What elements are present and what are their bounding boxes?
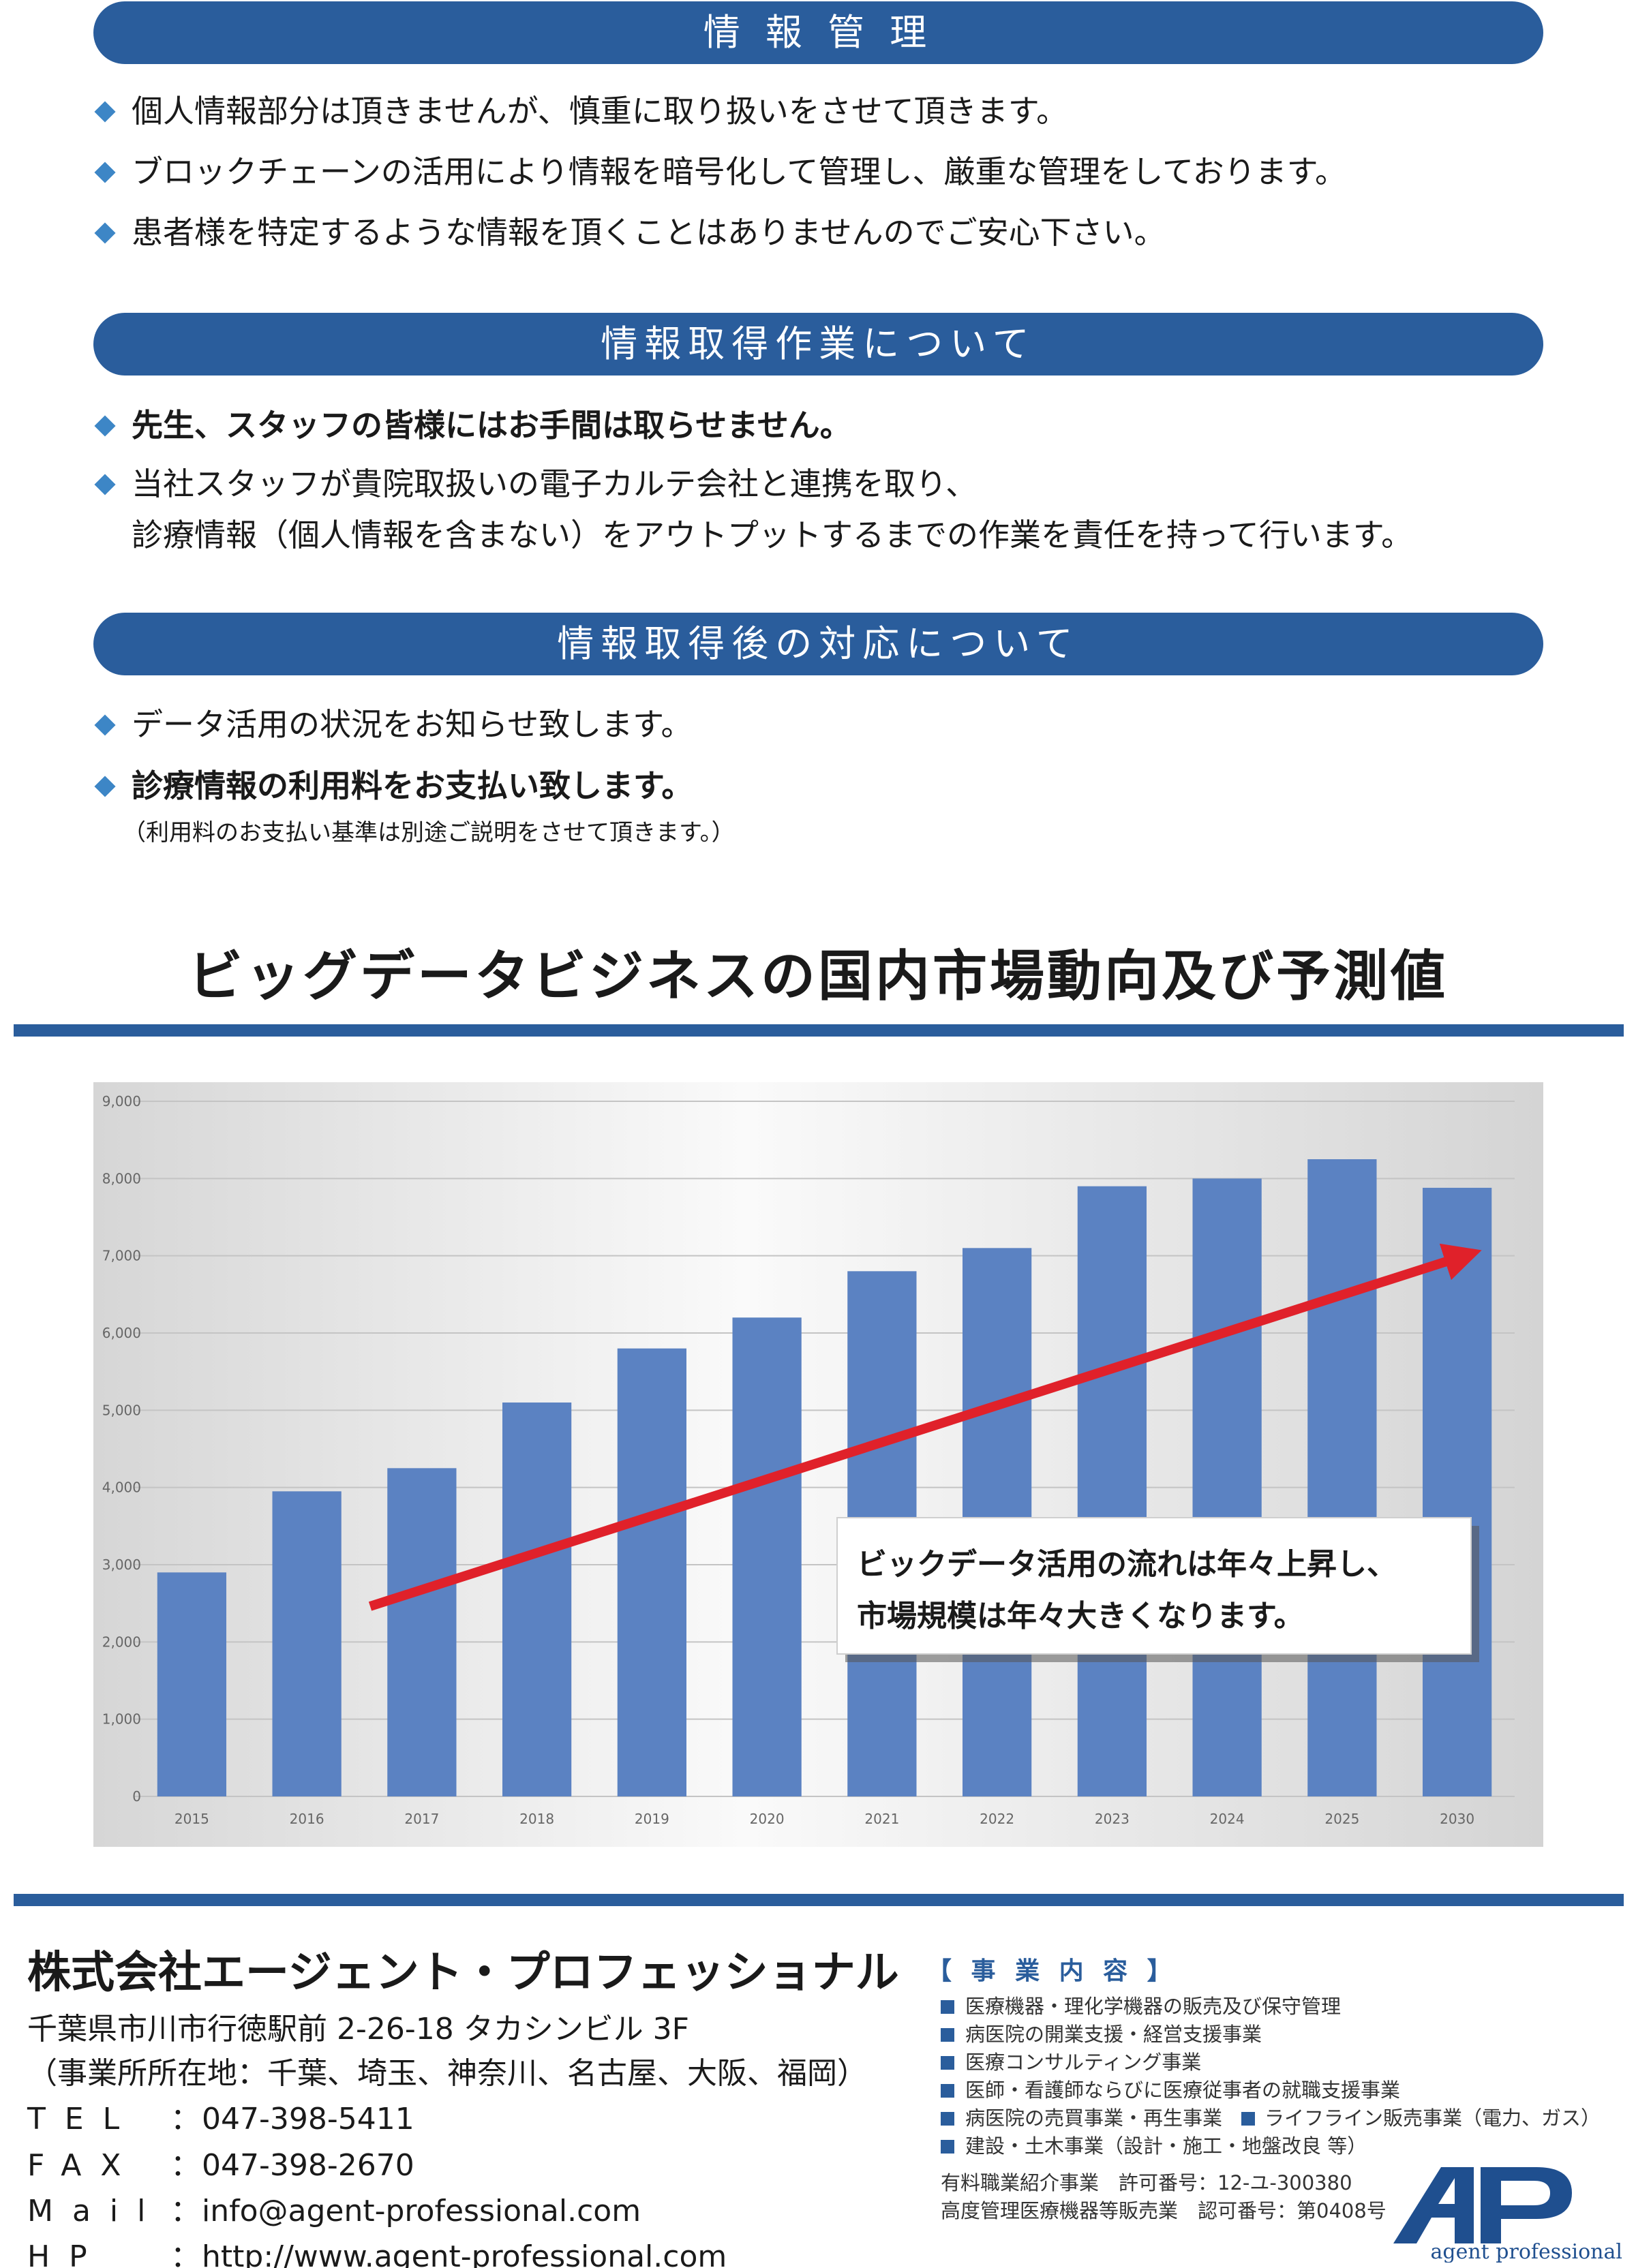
x-tick-label: 2017 [404, 1811, 439, 1827]
bar-2015 [157, 1572, 226, 1796]
bar-2017 [387, 1468, 457, 1796]
square-bullet-icon [941, 2140, 954, 2154]
diamond-bullet-icon [94, 100, 116, 123]
tel-number[interactable]: 047-398-5411 [202, 2102, 414, 2136]
business-item: 建設・土木事業（設計・施工・地盤改良 等） [941, 2132, 1367, 2160]
y-tick-label: 9,000 [102, 1093, 141, 1109]
logo-p-mark [1481, 2167, 1572, 2243]
y-tick-label: 6,000 [102, 1325, 141, 1341]
divider [14, 1024, 1624, 1037]
list-item: 個人情報部分は頂きませんが、慎重に取り扱いをさせて頂きます。 [93, 91, 1067, 132]
fax-number: 047-398-2670 [202, 2148, 414, 2183]
payment-note: （利用料のお支払い基準は別途ご説明をさせて頂きます。） [123, 819, 735, 846]
business-heading: 【 事 業 内 容 】 [927, 1957, 1177, 1985]
square-bullet-icon [941, 2056, 954, 2070]
y-tick-label: 3,000 [102, 1557, 141, 1573]
chart-headline: ビッグデータビジネスの国内市場動向及び予測値 [188, 945, 1448, 1008]
y-tick-label: 1,000 [102, 1711, 141, 1728]
divider [14, 1894, 1624, 1906]
x-tick-label: 2015 [175, 1811, 209, 1827]
bar-2030 [1423, 1187, 1492, 1796]
bar-2024 [1192, 1178, 1262, 1796]
diamond-bullet-icon [94, 473, 116, 495]
square-bullet-icon [941, 2000, 954, 2014]
bar-2016 [272, 1491, 342, 1796]
x-tick-label: 2018 [519, 1811, 554, 1827]
business-item: 医師・看護師ならびに医療従事者の就職支援事業 [941, 2077, 1400, 2104]
fax-row: FAX ：047-398-2670 [27, 2148, 414, 2183]
square-bullet-icon [941, 2028, 954, 2042]
bar-chart-svg: 2015 2016 2017 2018 2019 2020 2021 2022 2023 2024… [93, 1082, 1543, 1847]
license-1: 有料職業紹介事業 許可番号：12-ユ-300380 [941, 2171, 1352, 2194]
x-tick-label: 2016 [290, 1811, 324, 1827]
bar-2018 [502, 1403, 572, 1796]
square-bullet-icon [941, 2084, 954, 2098]
callout-box [836, 1517, 1472, 1655]
x-tick-label: 2019 [635, 1811, 669, 1827]
diamond-bullet-icon [94, 775, 116, 797]
business-item: 医療機器・理化学機器の販売及び保守管理 [941, 1993, 1341, 2020]
list-item: 患者様を特定するような情報を頂くことはありませんのでご安心下さい。 [93, 212, 1166, 253]
trend-arrow [368, 1243, 1482, 1611]
list-item: ブロックチェーンの活用により情報を暗号化して管理し、厳重な管理をしております。 [93, 151, 1346, 192]
company-offices: （事業所所在地：千葉、埼玉、神奈川、名古屋、大阪、福岡） [27, 2056, 867, 2091]
callout-line-1: ビックデータ活用の流れは年々上昇し、 [857, 1547, 1397, 1582]
bar-2020 [732, 1317, 802, 1796]
diamond-bullet-icon [94, 221, 116, 244]
x-tick-label: 2025 [1324, 1811, 1359, 1827]
company-logo: agent professional [1393, 2167, 1622, 2263]
market-chart: 2015 2016 2017 2018 2019 2020 2021 2022 2023 2024… [93, 1082, 1543, 1847]
y-tick-label: 7,000 [102, 1248, 141, 1264]
diamond-bullet-icon [94, 161, 116, 183]
diamond-bullet-icon [94, 714, 116, 736]
mail-row: Mail ：info@agent-professional.com [27, 2194, 641, 2228]
company-address: 千葉県市川市行徳駅前 2-26-18 タカシンビル 3F [27, 2012, 689, 2047]
y-tick-label: 5,000 [102, 1402, 141, 1418]
bar-2025 [1307, 1159, 1377, 1796]
x-tick-label: 2024 [1210, 1811, 1245, 1827]
logo-a-mark [1393, 2167, 1474, 2243]
list-item-continuation: 診療情報（個人情報を含まない）をアウトプットするまでの作業を責任を持って行います… [132, 517, 1413, 553]
x-tick-label: 2023 [1095, 1811, 1130, 1827]
square-bullet-icon [1241, 2112, 1256, 2126]
callout-line-2: 市場規模は年々大きくなります。 [857, 1599, 1304, 1634]
x-tick-label: 2022 [980, 1811, 1014, 1827]
x-tick-label: 2020 [750, 1811, 785, 1827]
license-2: 高度管理医療機器等販売業 認可番号：第0408号 [941, 2199, 1387, 2222]
list-item: データ活用の状況をお知らせ致します。 [93, 704, 692, 745]
section-header-after-acquisition: 情報取得後の対応について [93, 613, 1543, 675]
bar-2023 [1077, 1186, 1147, 1796]
list-item: 当社スタッフが貴院取扱いの電子カルテ会社と連携を取り、 [93, 463, 977, 504]
company-name: 株式会社エージェント・プロフェッショナル [27, 1948, 899, 1998]
business-item: 医療コンサルティング事業 [941, 2049, 1201, 2076]
email-link[interactable]: info@agent-professional.com [202, 2194, 641, 2228]
business-item: 病医院の開業支援・経営支援事業 [941, 2021, 1262, 2048]
business-item: 病医院の売買事業・再生事業 ライフライン販売事業（電力、ガス） [941, 2104, 1601, 2132]
y-tick-label: 2,000 [102, 1634, 141, 1650]
website-link[interactable]: http://www.agent-professional.com [202, 2239, 727, 2268]
diamond-bullet-icon [94, 414, 116, 437]
hp-row: HP ：http://www.agent-professional.com [27, 2238, 727, 2268]
y-tick-label: 0 [132, 1788, 141, 1805]
x-tick-label: 2021 [864, 1811, 899, 1827]
section-header-data-acquisition: 情報取得作業について [93, 313, 1543, 376]
list-item: 先生、スタッフの皆様にはお手間は取らせません。 [93, 405, 851, 446]
square-bullet-icon [941, 2112, 954, 2126]
logo-text: agent professional [1431, 2240, 1622, 2263]
bar-2019 [617, 1348, 686, 1796]
list-item: 診療情報の利用料をお支払い致します。 [93, 765, 693, 806]
y-tick-label: 4,000 [102, 1480, 141, 1496]
tel-row: TEL ：047-398-5411 [27, 2102, 414, 2136]
x-tick-label: 2030 [1440, 1811, 1474, 1827]
section-header-info-management: 情 報 管 理 [93, 1, 1543, 64]
y-tick-label: 8,000 [102, 1170, 141, 1186]
